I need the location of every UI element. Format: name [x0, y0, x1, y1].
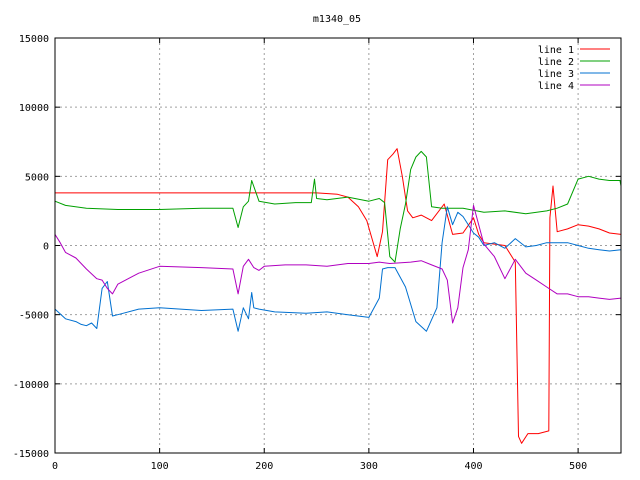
- grid-lines: [55, 38, 621, 453]
- x-tick-label: 100: [151, 461, 169, 472]
- legend-label: line 2: [538, 57, 574, 68]
- y-tick-label: -15000: [13, 449, 49, 460]
- series-line-2: [54, 150, 622, 263]
- axes: 0 100 200 300 400 500 -15000 -10000 -5000 0 5000 10…: [13, 34, 621, 472]
- legend-label: line 3: [538, 69, 574, 80]
- y-tick-label: 10000: [19, 103, 49, 114]
- x-tick-label: 500: [569, 461, 587, 472]
- y-tick-label: 15000: [19, 34, 49, 45]
- x-tick-label: 200: [255, 461, 273, 472]
- series-line-3: [54, 206, 622, 332]
- legend-label: line 1: [538, 45, 574, 56]
- y-tick-label: -10000: [13, 380, 49, 391]
- x-tick-label: 400: [464, 461, 482, 472]
- series-lines: [54, 148, 622, 444]
- y-tick-label: -5000: [19, 311, 49, 322]
- series-line-4: [54, 204, 622, 324]
- y-tick-label: 0: [43, 242, 49, 253]
- chart-title: m1340_05: [313, 14, 361, 25]
- legend-label: line 4: [538, 81, 574, 92]
- y-tick-label: 5000: [25, 172, 49, 183]
- series-line-1: [55, 148, 622, 444]
- x-tick-label: 0: [52, 461, 58, 472]
- x-tick-label: 300: [360, 461, 378, 472]
- plot-frame: [54, 37, 622, 454]
